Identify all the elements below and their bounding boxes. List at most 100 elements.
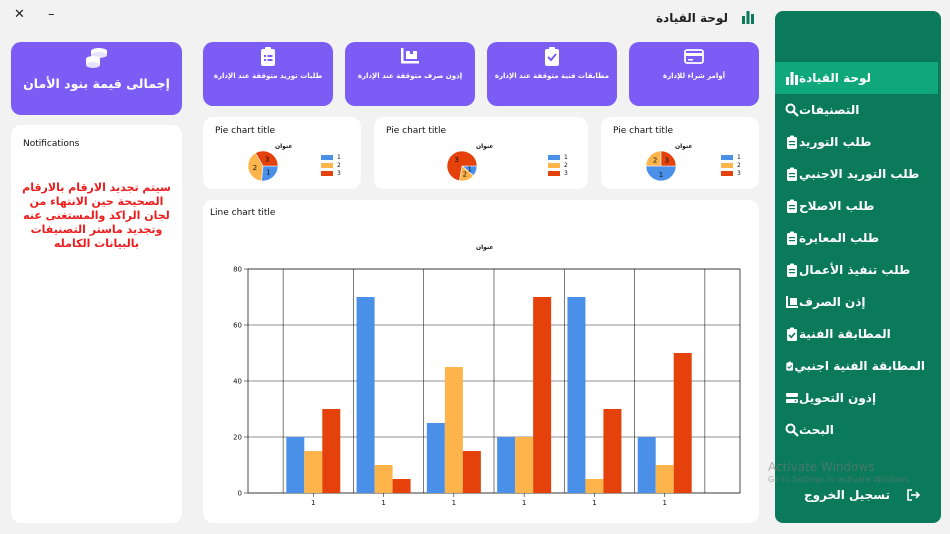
pie-slice-label: 2 (653, 157, 657, 165)
sidebar-item-foreign-technical-match[interactable]: المطابقة الفنية اجنبي (775, 350, 941, 382)
minimize-button[interactable]: – (48, 7, 55, 22)
legend-item: 1 (721, 153, 741, 161)
pie-slice-3 (660, 150, 677, 167)
legend-label: 1 (337, 153, 341, 161)
card-label: مطابقات فنية متوقفة عند الإدارة (494, 72, 610, 80)
sidebar-item-foreign-supply-request[interactable]: طلب التوريد الاجنبي (775, 158, 941, 190)
legend-item: 2 (321, 161, 341, 169)
technical-matches-card[interactable]: مطابقات فنية متوقفة عند الإدارة (487, 42, 617, 106)
pie-slice-3 (255, 150, 279, 167)
notifications-title: Notifications (23, 139, 80, 149)
bar (304, 451, 323, 493)
chart-subtitle: عنوان (476, 143, 494, 150)
legend-swatch (721, 154, 733, 160)
sidebar-item-label: لوحة القيادة (799, 71, 872, 85)
y-tick-label: 60 (233, 322, 242, 330)
chart-subtitle: عنوان (476, 244, 494, 251)
title-bar: ✕ – لوحة القيادة (0, 0, 950, 34)
pie-slice-label: 2 (463, 170, 467, 178)
safety-items-total-card[interactable]: إجمالى قيمة بنود الأمان (11, 42, 182, 115)
legend-label: 2 (337, 161, 341, 169)
purchase-orders-card[interactable]: أوامر شراء للإدارة (629, 42, 759, 106)
bar (426, 423, 445, 493)
legend-swatch (321, 162, 333, 168)
transfer-icon (786, 393, 798, 403)
bar-chart-icon (786, 72, 798, 85)
legend-label: 1 (737, 153, 741, 161)
sidebar-item-supply-request[interactable]: طلب التوريد (775, 126, 941, 158)
search-icon (785, 103, 799, 117)
legend-swatch (721, 162, 733, 168)
sidebar-item-technical-match[interactable]: المطابقة الفنية (775, 318, 941, 350)
card-label: أوامر شراء للإدارة (662, 72, 726, 80)
bar-chart-panel: Line chart title عنوان 0 20 40 60 80 1 1 1 1 1 1 (203, 200, 759, 523)
dolly-icon (786, 296, 798, 308)
sidebar-item-work-execution-request[interactable]: طلب تنفيذ الأعمال (775, 254, 941, 286)
pie-slice-label: 2 (253, 164, 257, 172)
bar (356, 297, 375, 493)
sidebar-item-dashboard[interactable]: لوحة القيادة (775, 62, 938, 94)
bar (515, 437, 534, 493)
bar (286, 437, 305, 493)
legend-swatch (548, 154, 560, 160)
bar-chart: 0 20 40 60 80 1 1 1 1 1 1 (233, 266, 741, 507)
chart-subtitle: عنوان (675, 143, 693, 150)
clipboard-check-icon (786, 361, 793, 371)
y-tick-label: 20 (233, 434, 242, 442)
legend-swatch (321, 170, 333, 176)
sidebar-item-label: المطابقة الفنية اجنبي (794, 359, 925, 373)
legend-label: 2 (564, 161, 568, 169)
pie-slice-label: 3 (454, 156, 458, 164)
pie-slice-label: 1 (266, 169, 270, 177)
sidebar-item-transfer-permits[interactable]: إذون التحويل (775, 382, 941, 414)
card-label: طلبات توريد متوقفة عند الإدارة (213, 72, 323, 80)
clipboard-icon (787, 263, 797, 277)
bar (673, 353, 692, 493)
x-tick-label: 1 (381, 499, 385, 507)
legend-item: 1 (321, 153, 341, 161)
pie-slice-label: 1 (659, 171, 663, 179)
bar (462, 451, 481, 493)
chart-title: Pie chart title (613, 126, 673, 136)
dolly-icon (401, 48, 419, 64)
sidebar-item-classifications[interactable]: التصنيفات (775, 94, 941, 126)
legend-label: 3 (737, 169, 741, 177)
sidebar-item-label: طلب التوريد (799, 135, 872, 149)
y-tick-label: 80 (233, 266, 242, 274)
y-tick-label: 0 (238, 490, 242, 498)
bar (533, 297, 552, 493)
legend-item: 3 (321, 169, 341, 177)
watermark-line1: Activate Windows (768, 460, 875, 474)
x-tick-label: 1 (662, 499, 666, 507)
sidebar-item-label: المطابقة الفنية (799, 327, 891, 341)
legend-swatch (548, 170, 560, 176)
bar (392, 479, 411, 493)
sidebar-item-label: التصنيفات (799, 103, 860, 117)
clipboard-list-icon (261, 47, 275, 66)
close-button[interactable]: ✕ (14, 7, 25, 22)
bar (637, 437, 656, 493)
supply-requests-card[interactable]: طلبات توريد متوقفة عند الإدارة (203, 42, 333, 106)
card-label: إجمالى قيمة بنود الأمان (23, 76, 170, 91)
issue-permits-card[interactable]: إذون صرف متوقفة عند الإدارة (345, 42, 475, 106)
pie-slice-1 (645, 165, 677, 182)
bar (322, 409, 341, 493)
logout-button[interactable]: تسجيل الخروج (790, 488, 920, 502)
sidebar-item-issue-permit[interactable]: إذن الصرف (775, 286, 941, 318)
window-title: لوحة القيادة (655, 11, 728, 25)
x-tick-label: 1 (311, 499, 315, 507)
pie-slice-3 (446, 150, 478, 182)
sidebar-item-calibration-request[interactable]: طلب المعايرة (775, 222, 941, 254)
sidebar-item-search[interactable]: البحث (775, 414, 941, 446)
legend-label: 3 (564, 169, 568, 177)
sidebar-item-repair-request[interactable]: طلب الاصلاح (775, 190, 941, 222)
legend-item: 2 (548, 161, 568, 169)
x-tick-label: 1 (522, 499, 526, 507)
sidebar-item-label: البحث (799, 423, 834, 437)
pie-slice-label: 3 (665, 157, 669, 165)
pie-slice-label: 1 (468, 165, 472, 173)
bar (567, 297, 586, 493)
bar (444, 367, 463, 493)
